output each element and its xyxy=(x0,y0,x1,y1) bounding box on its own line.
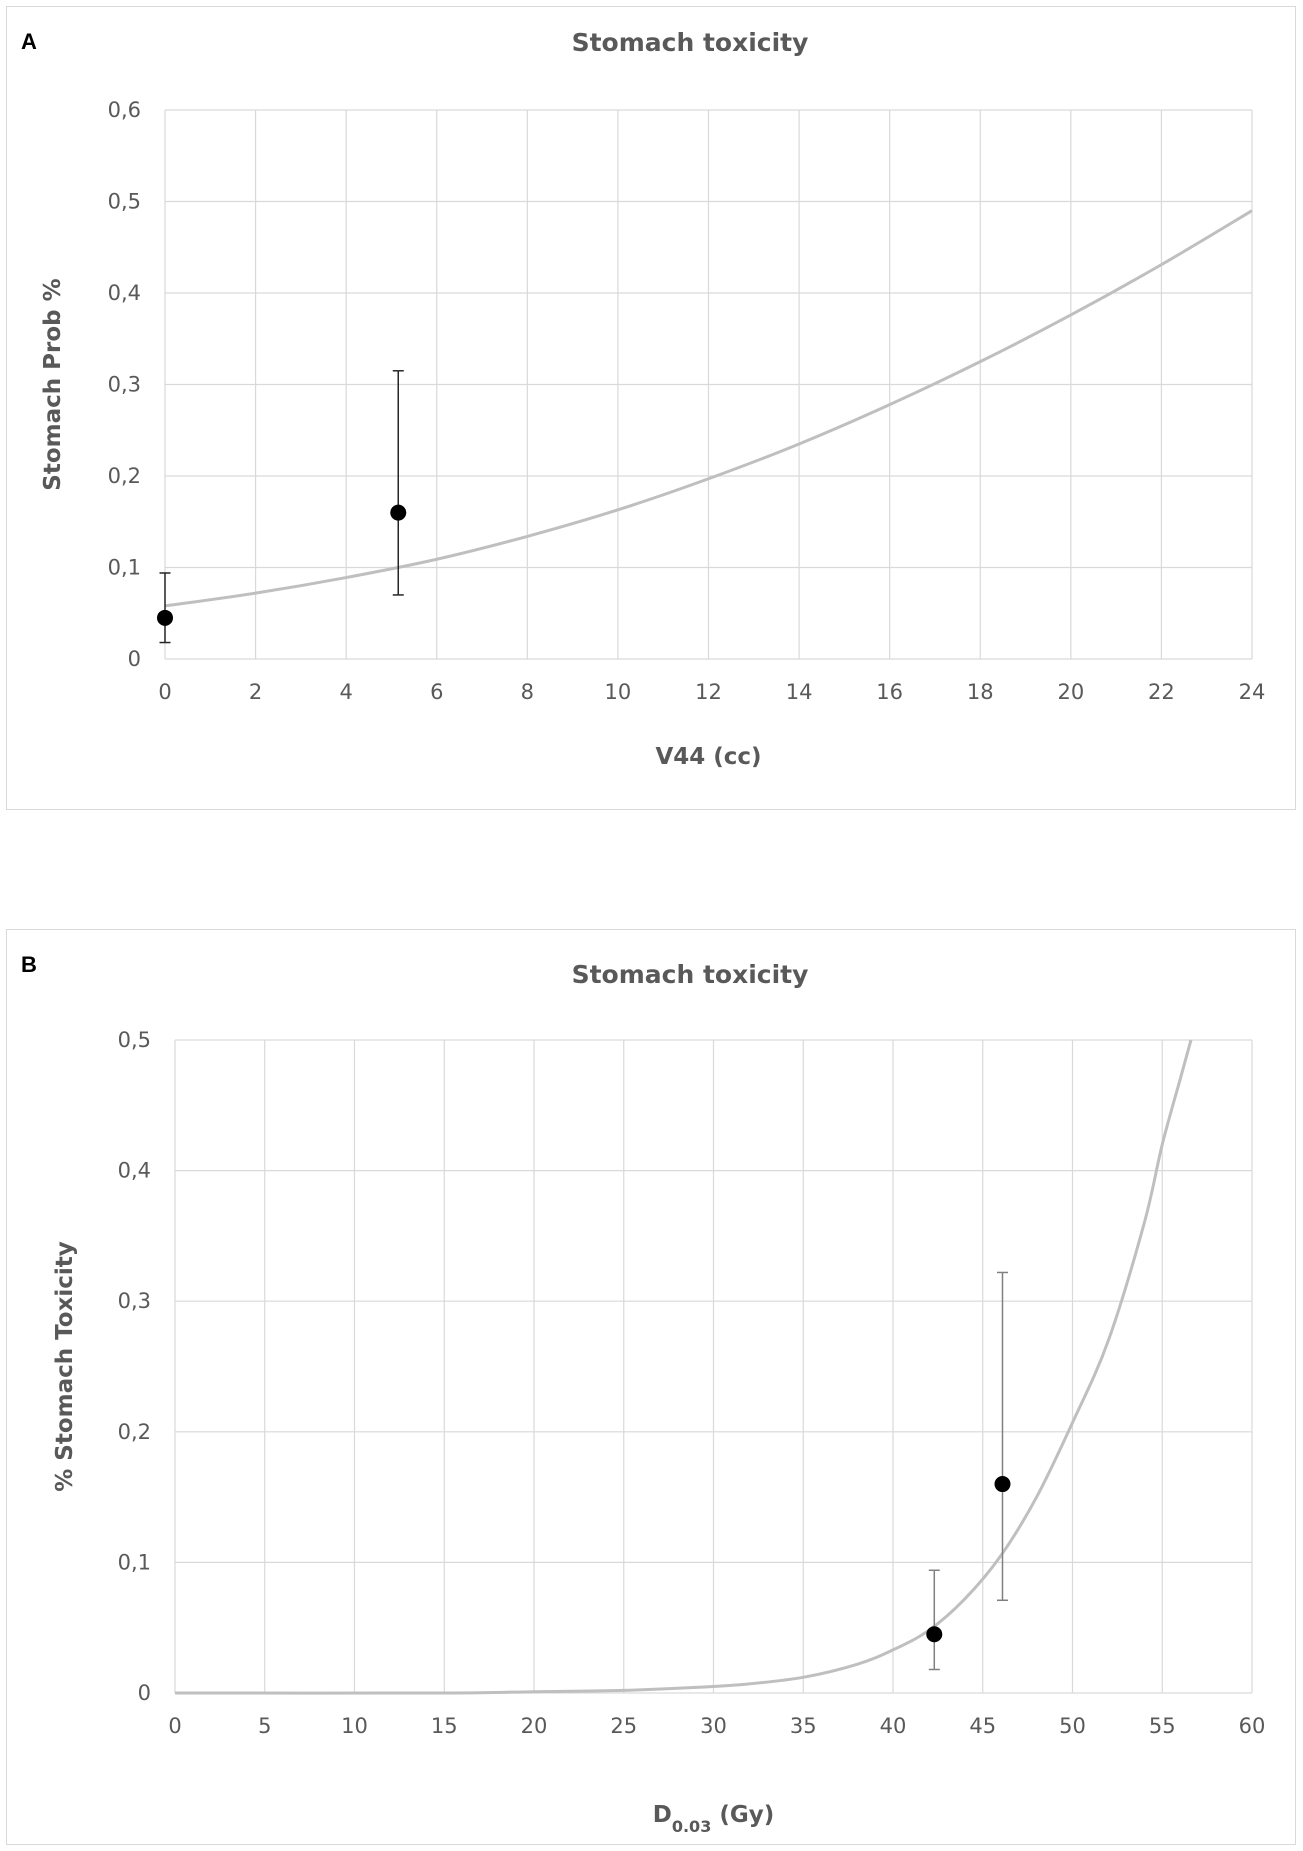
x-tick-label: 10 xyxy=(605,680,632,704)
x-tick-label: 45 xyxy=(969,1714,996,1738)
x-tick-label: 16 xyxy=(876,680,903,704)
x-tick-label: 12 xyxy=(695,680,722,704)
y-tick-label: 0 xyxy=(138,1681,151,1705)
x-tick-label: 6 xyxy=(430,680,443,704)
y-tick-label: 0,1 xyxy=(118,1550,151,1574)
y-tick-label: 0,5 xyxy=(108,190,141,214)
chart-panel-a: A xyxy=(6,6,1296,810)
model-curve-line xyxy=(164,209,1253,608)
panel-label-a: A xyxy=(21,29,37,54)
x-tick-label: 25 xyxy=(610,1714,637,1738)
x-axis-label-main: D xyxy=(653,1802,672,1828)
x-tick-label: 30 xyxy=(700,1714,727,1738)
y-tick-label: 0,5 xyxy=(118,1028,151,1052)
y-tick-label: 0,1 xyxy=(108,556,141,580)
y-tick-label: 0,6 xyxy=(108,98,141,122)
x-tick-label: 8 xyxy=(521,680,534,704)
panel-label-b: B xyxy=(21,952,37,977)
y-tick-label: 0 xyxy=(128,647,141,671)
y-tick-label: 0,2 xyxy=(108,464,141,488)
x-tick-label: 18 xyxy=(967,680,994,704)
chart-b: Stomach toxicity 0 0,1 0,2 0,3 0,4 0,5 0 5 10 15 20… xyxy=(52,960,1265,1836)
x-tick-label: 55 xyxy=(1149,1714,1176,1738)
x-tick-label: 0 xyxy=(168,1714,181,1738)
chart-title: Stomach toxicity xyxy=(572,28,809,57)
x-tick-label: 40 xyxy=(880,1714,907,1738)
y-tick-label: 0,3 xyxy=(108,373,141,397)
x-axis-label-unit: (Gy) xyxy=(711,1802,774,1828)
data-point xyxy=(994,1476,1011,1493)
x-tick-label: 14 xyxy=(786,680,813,704)
y-tick-label: 0,2 xyxy=(118,1420,151,1444)
x-tick-label: 60 xyxy=(1239,1714,1266,1738)
x-tick-label: 35 xyxy=(790,1714,817,1738)
x-tick-label: 4 xyxy=(339,680,352,704)
data-point xyxy=(157,609,173,626)
model-curve-line xyxy=(174,1039,1193,1695)
x-tick-label: 22 xyxy=(1148,680,1175,704)
y-axis-label: Stomach Prob % xyxy=(40,278,66,490)
x-tick-label: 10 xyxy=(341,1714,368,1738)
x-tick-label: 15 xyxy=(431,1714,458,1738)
chart-title: Stomach toxicity xyxy=(572,960,809,989)
x-tick-label: 50 xyxy=(1059,1714,1086,1738)
x-tick-label: 24 xyxy=(1239,680,1266,704)
y-axis-label: % Stomach Toxicity xyxy=(52,1241,78,1492)
y-tick-label: 0,4 xyxy=(118,1159,151,1183)
x-axis-label-subscript: 0.03 xyxy=(672,1817,711,1836)
y-tick-label: 0,4 xyxy=(108,281,141,305)
data-point xyxy=(390,504,407,521)
x-axis-label: D0.03 (Gy) xyxy=(653,1802,774,1836)
x-tick-label: 2 xyxy=(249,680,262,704)
x-tick-label: 0 xyxy=(158,680,171,704)
data-point xyxy=(926,1626,943,1643)
x-axis-label: V44 (cc) xyxy=(655,744,761,770)
x-tick-label: 20 xyxy=(1057,680,1084,704)
x-tick-label: 5 xyxy=(258,1714,271,1738)
x-tick-label: 20 xyxy=(521,1714,548,1738)
y-tick-label: 0,3 xyxy=(118,1289,151,1313)
